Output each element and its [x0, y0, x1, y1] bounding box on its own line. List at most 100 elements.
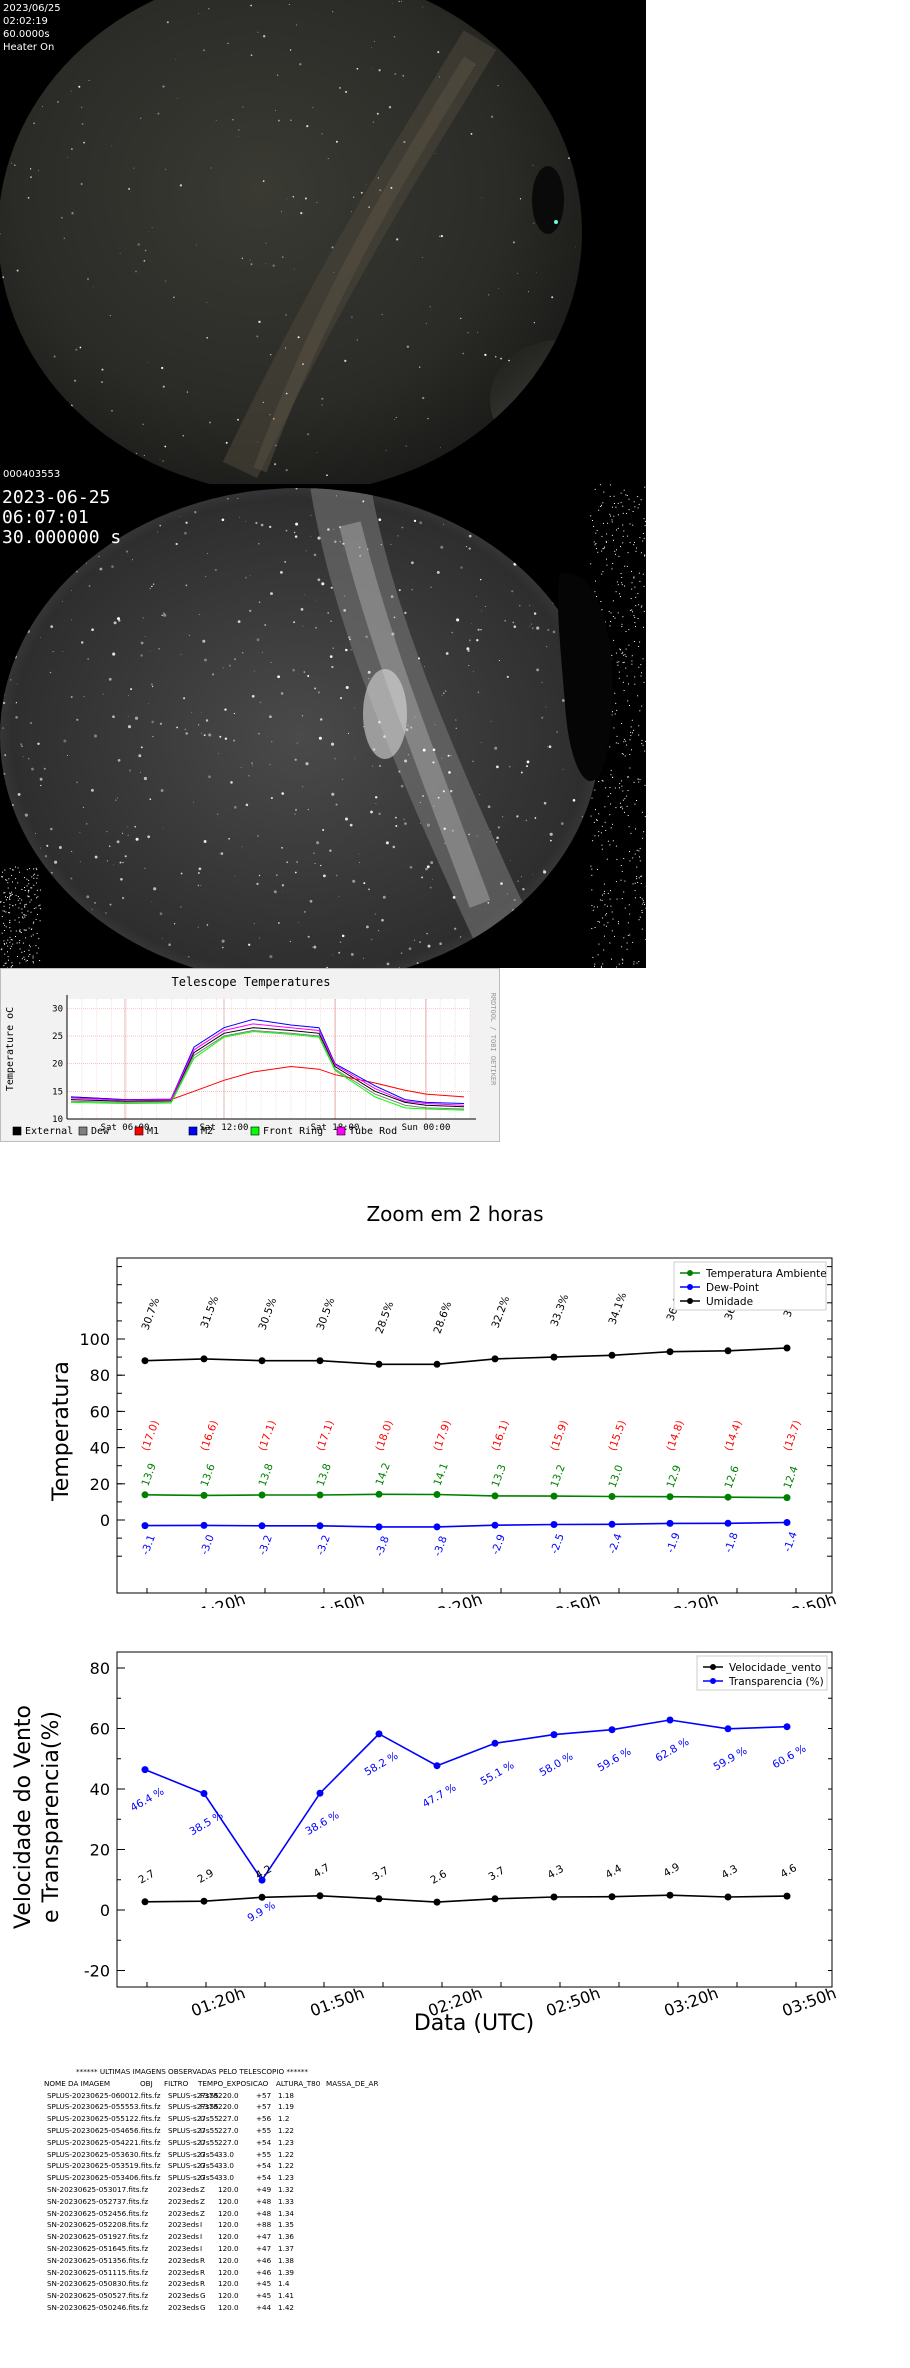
sky2-star [438, 862, 440, 863]
sky2-noise [611, 568, 613, 570]
sky2-noise [623, 858, 625, 859]
sky2-noise [634, 676, 636, 678]
sky2-star [454, 927, 457, 930]
sky2-noise [18, 930, 20, 932]
sky2-noise [590, 515, 592, 517]
tele-xtick: Sat 06:00 [101, 1123, 150, 1133]
sky2-noise [643, 831, 645, 833]
temp-legend-dewpoint: Dew-Point [706, 1282, 759, 1294]
sky2-noise [597, 954, 599, 956]
sky2-noise [600, 506, 602, 507]
sky2-noise [611, 958, 612, 960]
sky1-star [258, 320, 261, 324]
sky2-star [285, 529, 288, 532]
sky1-star [425, 323, 427, 324]
sky2-noise [15, 904, 17, 906]
sky2-noise [620, 649, 621, 651]
sky2-star [359, 554, 362, 557]
temp-m1-label: (17.9) [432, 1419, 454, 1453]
sky2-noise [626, 512, 628, 514]
sky2-noise [590, 865, 592, 867]
sky2-star [473, 671, 474, 672]
sky2-noise [11, 891, 13, 893]
sky2-noise [609, 942, 611, 944]
sky2-noise [27, 896, 29, 897]
sky2-noise [601, 535, 603, 537]
sky2-star [543, 869, 545, 871]
sky2-star [451, 631, 453, 634]
observation-cell: SN-20230625-051115.fits.fz [47, 2267, 149, 2277]
sky2-star [293, 621, 296, 624]
sky2-star [256, 638, 260, 642]
sky2-noise [31, 876, 33, 878]
sky2-star [163, 612, 165, 614]
sky2-star [440, 545, 444, 549]
sky2-noise [625, 631, 627, 632]
observation-cell: 2023eds [168, 2291, 200, 2301]
observation-cell: 120.0 [218, 2255, 239, 2265]
sky2-noise [7, 887, 9, 889]
temp-m1-label: (17.1) [257, 1419, 279, 1453]
sky2-star [51, 872, 53, 874]
observation-cell: SN-20230625-051356.fits.fz [47, 2255, 149, 2265]
sky2-star [541, 716, 544, 719]
sky2-noise [615, 845, 617, 847]
sky2-star [270, 661, 272, 663]
sky2-star [358, 853, 360, 855]
sky2-star [543, 870, 547, 874]
sky2-noise [645, 740, 646, 742]
temp-m1-label: (17.1) [315, 1419, 337, 1453]
sky2-noise [4, 962, 6, 964]
sky2-noise [622, 790, 624, 792]
sky1-star [263, 35, 266, 38]
sky2-noise [625, 667, 627, 669]
sky2-noise [19, 948, 21, 950]
wind-velocity-label: 4.4 [604, 1862, 625, 1881]
sky2-star [237, 620, 241, 623]
sky2-star [317, 691, 321, 694]
sky2-star [547, 628, 550, 631]
temp-series-point [550, 1353, 558, 1361]
sky2-noise [636, 962, 638, 964]
sky2-star [430, 861, 434, 865]
sky2-star [317, 536, 321, 540]
sky2-noise [595, 532, 597, 534]
sky2-star [484, 606, 486, 608]
sky2-star [401, 526, 404, 529]
sky2-noise [638, 666, 640, 668]
sky1-star [437, 51, 440, 54]
sky2-star [531, 627, 534, 630]
sky2-date: 2023-06-25 [2, 487, 111, 508]
observation-cell: 227.0 [218, 2125, 239, 2135]
temp-ambient-label: 12.6 [723, 1464, 742, 1490]
sky1-heater-status: Heater On [3, 42, 55, 53]
sky1-star [161, 366, 164, 370]
temp-ambient-label: 13.2 [549, 1463, 568, 1489]
sky1-star [257, 31, 259, 33]
wind-series-point [258, 1893, 266, 1901]
sky2-noise [38, 905, 40, 907]
sky2-star [40, 637, 41, 638]
sky2-star [134, 825, 136, 828]
sky2-noise [11, 874, 13, 876]
temp-ambient-label: 13.8 [257, 1462, 276, 1488]
sky2-noise [640, 883, 642, 884]
sky2-noise [36, 914, 38, 915]
sky2-noise [621, 582, 623, 584]
sky2-star [354, 757, 356, 759]
sky2-noise [10, 939, 12, 940]
sky2-star [271, 741, 273, 743]
sky2-star [233, 712, 236, 715]
observation-cell: 2023eds [168, 2220, 200, 2230]
temp-series-point [375, 1490, 383, 1498]
sky1-star [422, 6, 424, 8]
sky2-noise [620, 865, 622, 866]
sky2-star [70, 590, 72, 592]
sky2-star [140, 641, 144, 645]
sky2-star [140, 771, 142, 773]
observation-cell: SN-20230625-052737.fits.fz [47, 2196, 149, 2206]
sky2-noise [32, 922, 34, 924]
sky1-star [143, 454, 145, 456]
tele-ytick: 20 [52, 1060, 63, 1070]
wind-transparency-label: 38.5 % [188, 1809, 226, 1838]
